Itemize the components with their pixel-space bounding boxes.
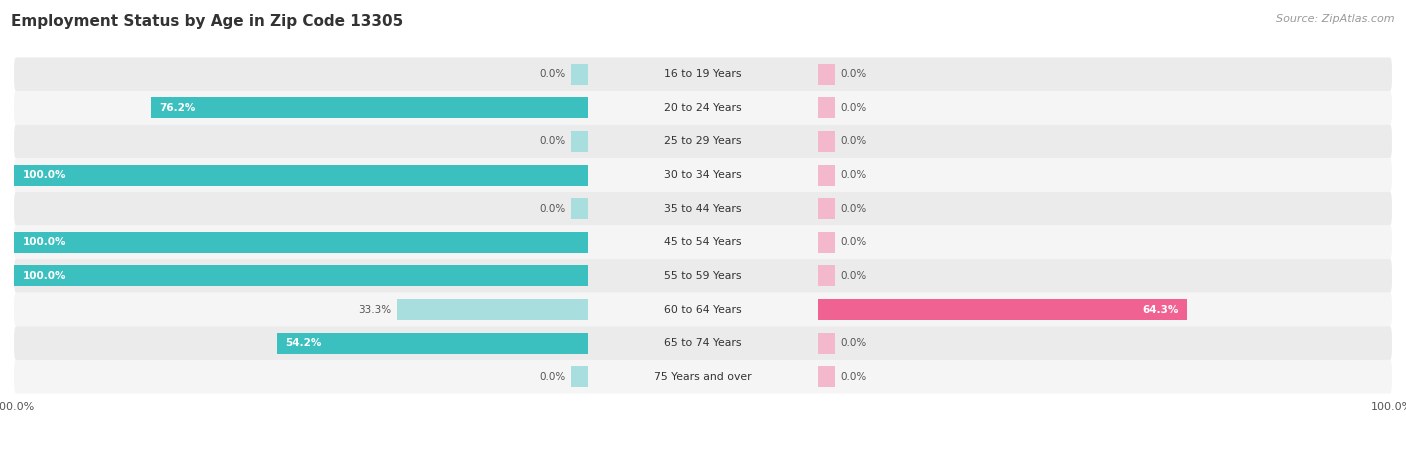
Bar bbox=[818, 299, 1187, 320]
Text: 0.0%: 0.0% bbox=[841, 271, 868, 281]
FancyBboxPatch shape bbox=[14, 293, 1392, 327]
Bar bbox=[818, 97, 835, 118]
Bar bbox=[818, 64, 835, 85]
Text: 64.3%: 64.3% bbox=[1142, 304, 1178, 314]
Bar bbox=[818, 165, 835, 185]
Text: 0.0%: 0.0% bbox=[841, 237, 868, 247]
Text: 0.0%: 0.0% bbox=[841, 372, 868, 382]
Text: Employment Status by Age in Zip Code 13305: Employment Status by Age in Zip Code 133… bbox=[11, 14, 404, 28]
Text: 45 to 54 Years: 45 to 54 Years bbox=[664, 237, 742, 247]
Text: 100.0%: 100.0% bbox=[22, 271, 66, 281]
FancyBboxPatch shape bbox=[14, 360, 1392, 394]
Text: 0.0%: 0.0% bbox=[841, 103, 868, 113]
Bar bbox=[14, 232, 588, 253]
FancyBboxPatch shape bbox=[14, 226, 1392, 259]
Text: 0.0%: 0.0% bbox=[538, 372, 565, 382]
Bar bbox=[14, 266, 588, 286]
Text: 0.0%: 0.0% bbox=[841, 338, 868, 348]
Bar bbox=[818, 198, 835, 219]
FancyBboxPatch shape bbox=[14, 57, 1392, 91]
Bar bbox=[14, 165, 588, 185]
Text: 65 to 74 Years: 65 to 74 Years bbox=[664, 338, 742, 348]
Bar bbox=[277, 333, 588, 354]
FancyBboxPatch shape bbox=[14, 124, 1392, 158]
Bar bbox=[818, 366, 835, 387]
Text: 54.2%: 54.2% bbox=[285, 338, 322, 348]
Bar bbox=[818, 131, 835, 152]
Text: 0.0%: 0.0% bbox=[538, 204, 565, 214]
Bar bbox=[396, 299, 588, 320]
Text: 60 to 64 Years: 60 to 64 Years bbox=[664, 304, 742, 314]
Text: 16 to 19 Years: 16 to 19 Years bbox=[664, 69, 742, 79]
Bar bbox=[818, 232, 835, 253]
Text: 20 to 24 Years: 20 to 24 Years bbox=[664, 103, 742, 113]
Bar bbox=[818, 333, 835, 354]
Bar bbox=[571, 131, 588, 152]
Bar bbox=[150, 97, 588, 118]
FancyBboxPatch shape bbox=[14, 192, 1392, 226]
Text: 100.0%: 100.0% bbox=[22, 237, 66, 247]
Text: 0.0%: 0.0% bbox=[538, 137, 565, 147]
Text: 30 to 34 Years: 30 to 34 Years bbox=[664, 170, 742, 180]
FancyBboxPatch shape bbox=[14, 158, 1392, 192]
Bar bbox=[571, 198, 588, 219]
Text: 76.2%: 76.2% bbox=[159, 103, 195, 113]
Text: 55 to 59 Years: 55 to 59 Years bbox=[664, 271, 742, 281]
Text: 33.3%: 33.3% bbox=[359, 304, 391, 314]
Text: Source: ZipAtlas.com: Source: ZipAtlas.com bbox=[1277, 14, 1395, 23]
Text: 25 to 29 Years: 25 to 29 Years bbox=[664, 137, 742, 147]
Text: 0.0%: 0.0% bbox=[841, 69, 868, 79]
Text: 75 Years and over: 75 Years and over bbox=[654, 372, 752, 382]
FancyBboxPatch shape bbox=[14, 259, 1392, 293]
Text: 0.0%: 0.0% bbox=[538, 69, 565, 79]
Bar bbox=[571, 64, 588, 85]
Text: 100.0%: 100.0% bbox=[22, 170, 66, 180]
FancyBboxPatch shape bbox=[14, 327, 1392, 360]
Text: 0.0%: 0.0% bbox=[841, 204, 868, 214]
Text: 35 to 44 Years: 35 to 44 Years bbox=[664, 204, 742, 214]
Text: 0.0%: 0.0% bbox=[841, 137, 868, 147]
FancyBboxPatch shape bbox=[14, 91, 1392, 124]
Bar bbox=[818, 266, 835, 286]
Text: 0.0%: 0.0% bbox=[841, 170, 868, 180]
Bar bbox=[571, 366, 588, 387]
